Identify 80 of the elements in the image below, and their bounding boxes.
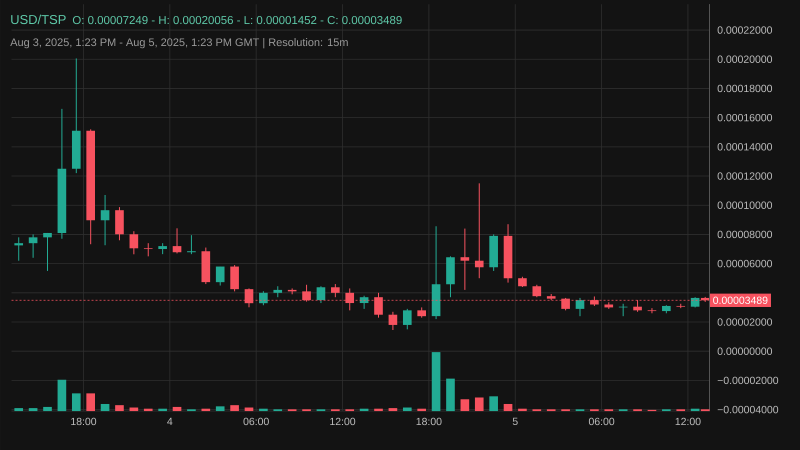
y-tick-label: 0.00014000: [718, 143, 772, 151]
y-tick-label: 0.00002000: [718, 318, 772, 326]
x-tick-label: 18:00: [71, 418, 96, 426]
candlestick: [417, 306, 426, 318]
x-tick-label: 18:00: [416, 418, 442, 426]
candlestick: [388, 311, 398, 331]
candlestick: [518, 276, 527, 288]
candlestick: [273, 286, 282, 298]
x-tick-label: 06:00: [244, 418, 269, 426]
bar: [130, 408, 138, 412]
bar: [28, 408, 38, 412]
y-tick-label: −0.00002000: [718, 376, 778, 384]
candlestick: [130, 230, 138, 255]
bar: [402, 408, 412, 412]
candlestick: [331, 284, 340, 298]
bar: [374, 408, 383, 412]
x-tick-label: 5: [512, 418, 518, 426]
candlestick: [360, 295, 368, 310]
bar: [216, 406, 225, 412]
bar: [417, 408, 426, 412]
bar: [259, 408, 268, 412]
x-tick-label: 12:00: [330, 418, 356, 426]
bar: [518, 408, 527, 412]
bar: [115, 405, 124, 412]
bar: [100, 404, 110, 412]
candlestick: [316, 286, 326, 304]
candlestick: [14, 236, 24, 262]
candlestick: [172, 228, 182, 254]
ref-line-label: 0.00003489: [713, 296, 768, 304]
bar: [72, 393, 81, 412]
y-tick-label: 0.00000000: [718, 348, 772, 355]
bar: [504, 404, 512, 412]
x-tick-label: 06:00: [588, 418, 614, 426]
bar: [14, 408, 24, 412]
y-tick-label: 0.00010000: [718, 202, 772, 209]
candlestick: [532, 284, 542, 298]
candlestick: [474, 182, 484, 279]
bar: [244, 408, 254, 412]
bar: [474, 397, 484, 412]
bar: [144, 408, 153, 412]
bar: [201, 408, 210, 412]
y-tick-label: 0.00012000: [718, 172, 772, 180]
bar: [172, 406, 182, 412]
bar: [86, 393, 95, 412]
candlestick: [576, 297, 584, 317]
y-tick-label: 0.00008000: [718, 230, 772, 238]
text: USD/TSP: [11, 14, 66, 24]
candlestick: [460, 228, 470, 290]
candlestick: [618, 303, 628, 317]
candlestick: [187, 234, 196, 255]
y-tick-label: 0.00022000: [718, 26, 772, 34]
bar: [446, 378, 455, 412]
annotation: O: 0.00007249 - H: 0.00020056 - L: 0.00001452 - C: 0.00003489: [72, 16, 402, 24]
y-tick-label: 0.00020000: [718, 56, 772, 63]
bar: [460, 399, 470, 412]
y-tick-label: −0.00004000: [718, 406, 778, 414]
candlestick: [216, 266, 225, 286]
text: Aug 3, 2025, 1:23 PM - Aug 5, 2025, 1:23 PM GMT | Resolution: 15m: [10, 38, 348, 48]
bar: [489, 396, 498, 412]
y-tick-label: 0.00006000: [718, 260, 772, 268]
candlestick: [158, 242, 167, 255]
bar: [360, 408, 368, 412]
candlestick: [402, 308, 412, 330]
x-tick-label: 12:00: [676, 418, 701, 426]
candlestick: [43, 232, 52, 272]
bar: [432, 352, 440, 412]
candlestick: [100, 194, 110, 246]
candlestick: [28, 234, 38, 258]
candlestick: [259, 290, 268, 306]
y-tick-label: 0.00018000: [718, 84, 772, 92]
candlestick: [230, 264, 239, 292]
bar: [388, 408, 398, 412]
candlestick: [690, 296, 700, 308]
bar: [158, 408, 167, 412]
x-tick-label: 4: [167, 418, 172, 425]
bar: [43, 406, 52, 412]
bar: [690, 408, 700, 412]
bar: [58, 380, 66, 412]
y-tick-label: 0.00016000: [718, 114, 772, 122]
bar: [230, 405, 239, 412]
